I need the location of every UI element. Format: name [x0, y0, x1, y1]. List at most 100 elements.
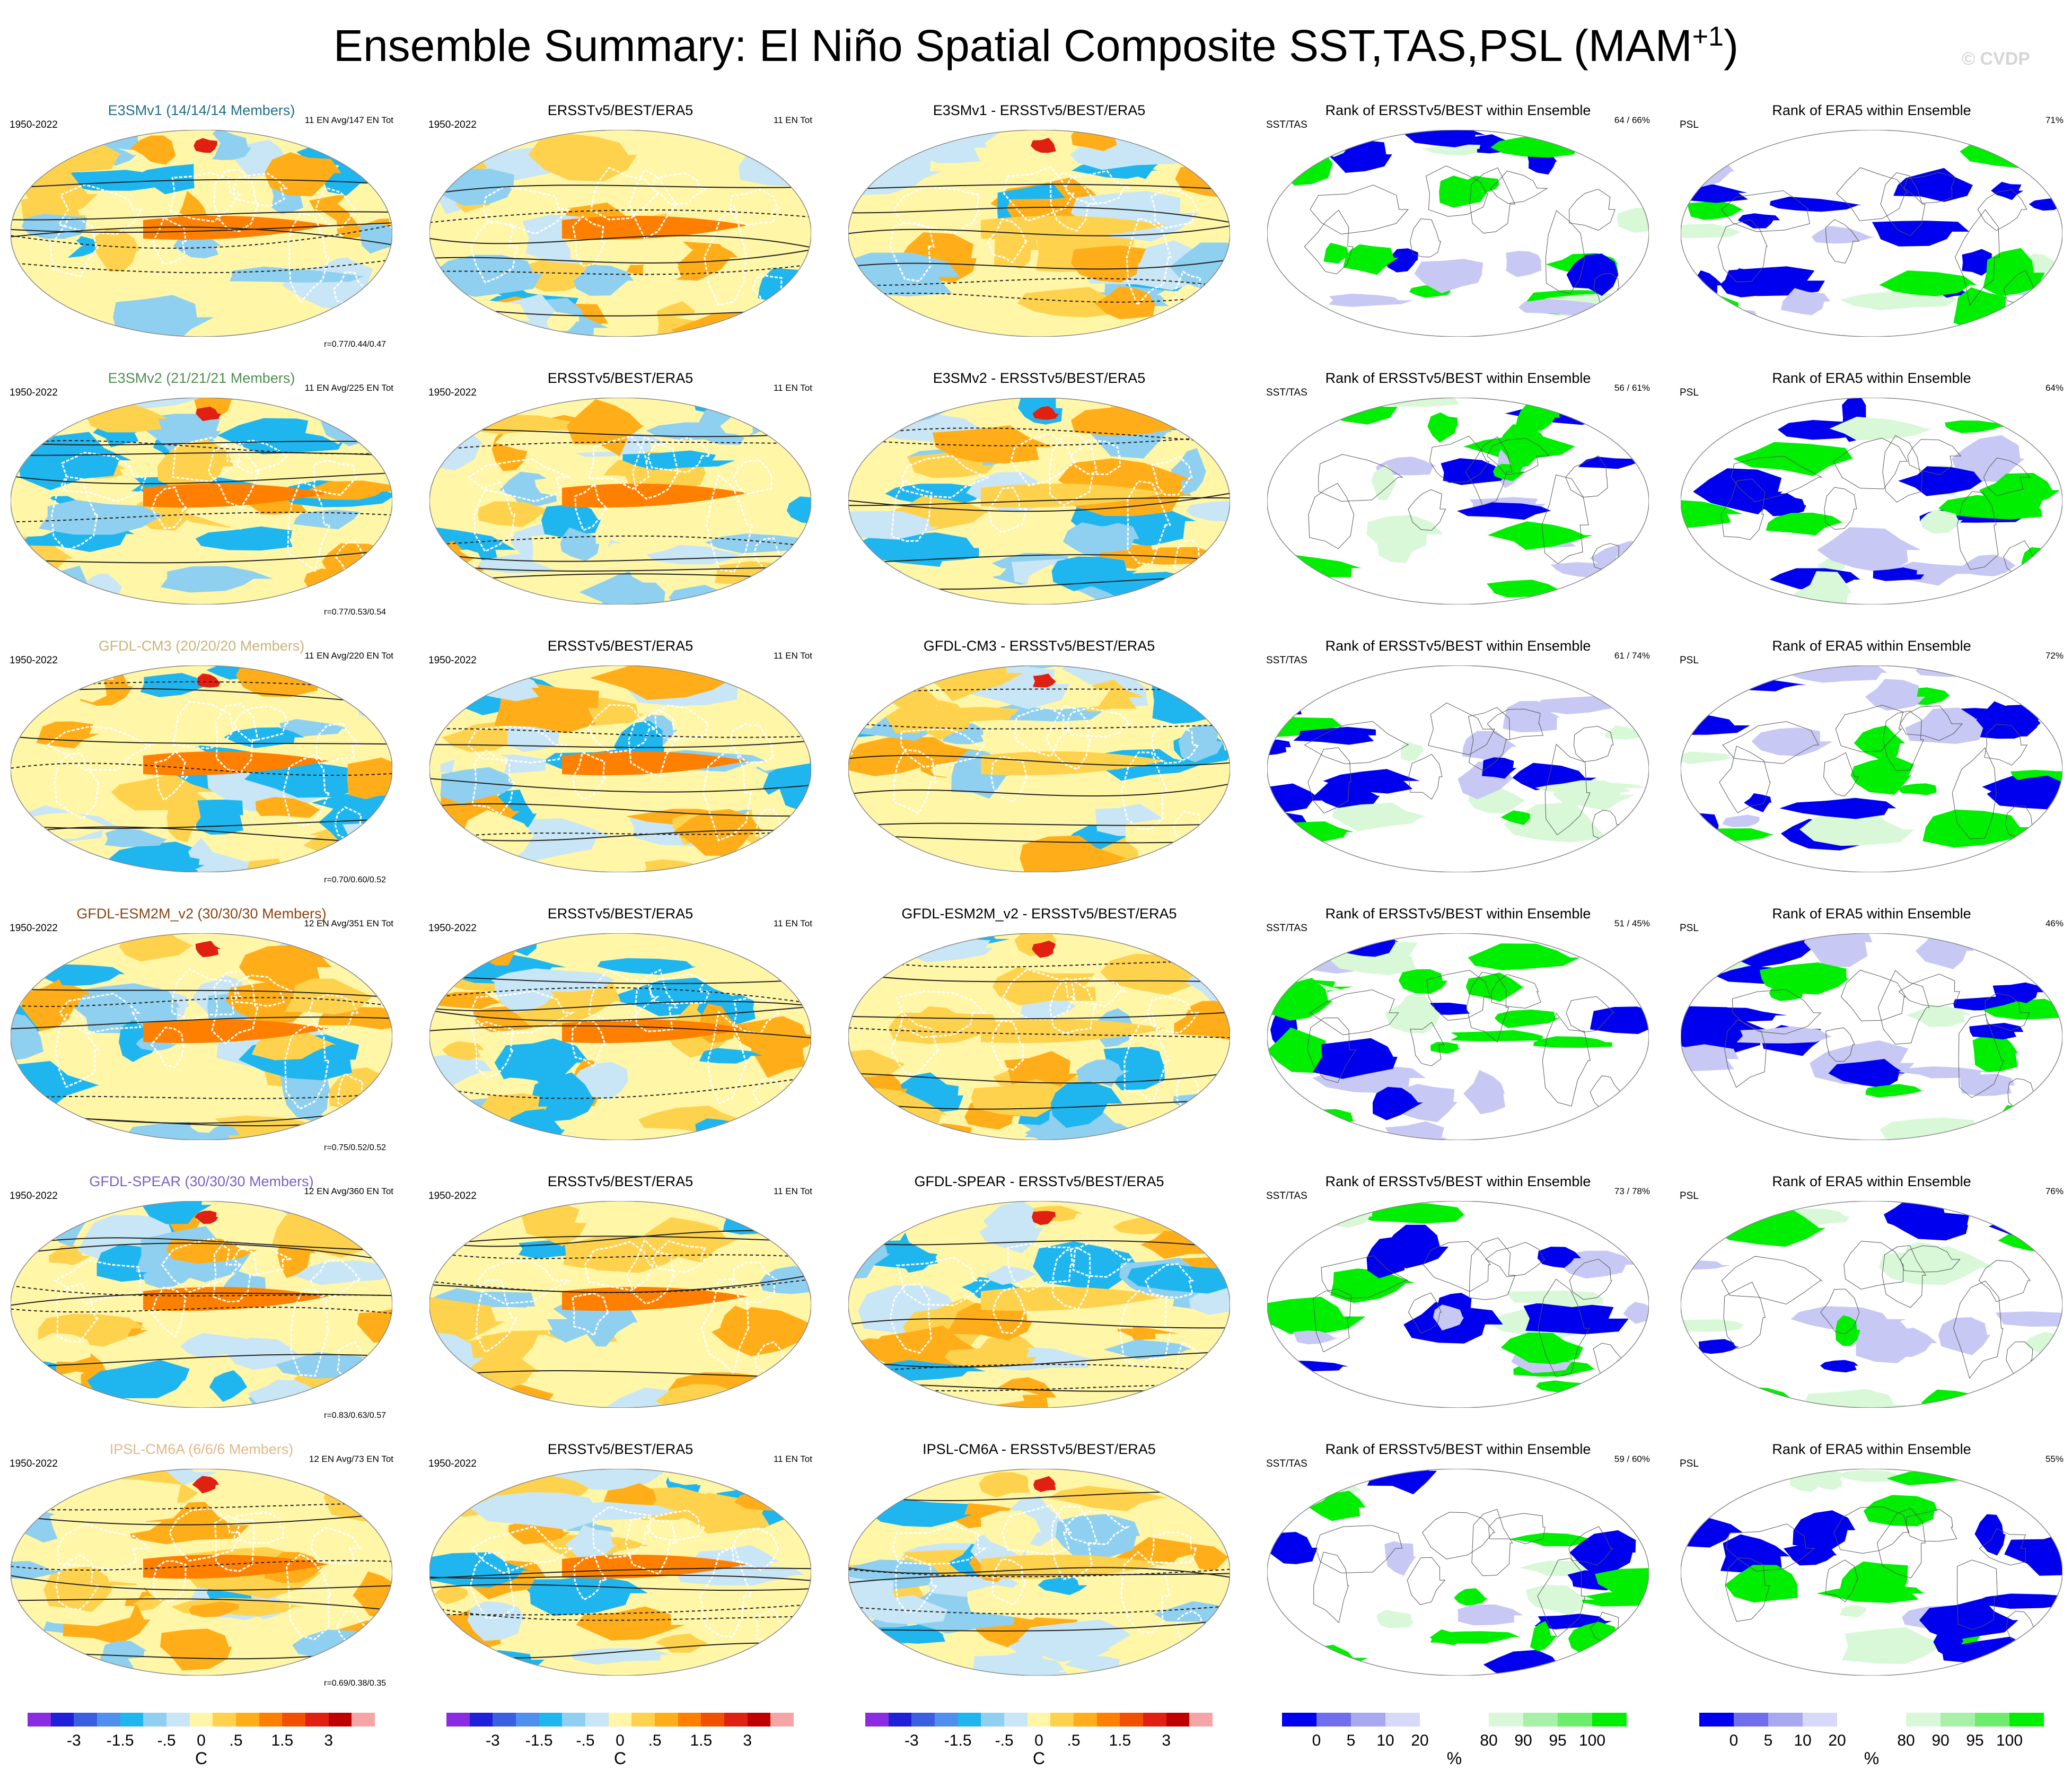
- positive-anomaly-region: [1017, 287, 1119, 318]
- negative-anomaly-region: [280, 1070, 331, 1122]
- rank-region: [1328, 293, 1413, 307]
- robinson-map: [1267, 665, 1649, 872]
- coastline-outline: [1408, 1292, 1442, 1334]
- negative-anomaly-region: [209, 1370, 248, 1402]
- page-title: Ensemble Summary: El Niño Spatial Compos…: [333, 21, 1739, 71]
- colorbar-swatch: [1096, 1713, 1120, 1727]
- colorbar-swatch: [74, 1713, 97, 1727]
- colorbar-swatch: [1699, 1713, 1734, 1727]
- positive-anomaly-region: [25, 1333, 91, 1362]
- robinson-map: [1681, 933, 2062, 1140]
- panel-variable-label: PSL: [1680, 1458, 1699, 1469]
- psl-contour: [429, 1006, 811, 1022]
- coastline-outline: [1119, 1290, 1172, 1367]
- panel-event-count: 11 EN Tot: [773, 115, 812, 125]
- positive-anomaly-region: [1094, 286, 1155, 319]
- psl-contour: [848, 1619, 1230, 1632]
- panel-event-count: 12 EN Avg/73 EN Tot: [309, 1454, 393, 1464]
- robinson-map: [1267, 1201, 1649, 1408]
- rank-region: [1504, 802, 1606, 843]
- coastline-outline: [1046, 705, 1091, 770]
- rank-region: [1401, 741, 1424, 761]
- positive-anomaly-region: [429, 1296, 505, 1345]
- rank-region: [1972, 1033, 2018, 1073]
- panel-title: GFDL-SPEAR (30/30/30 Members): [89, 1173, 314, 1189]
- panel-title: GFDL-ESM2M_v2 - ERSSTv5/BEST/ERA5: [901, 906, 1177, 922]
- positive-anomaly-region: [434, 1584, 469, 1605]
- rank-region: [1751, 728, 1833, 757]
- colorbar-tick-label: -1.5: [525, 1732, 553, 1749]
- colorbar-swatch: [1351, 1713, 1385, 1727]
- negative-anomaly-region: [293, 510, 361, 530]
- psl-contour: [11, 224, 392, 249]
- panel-rank-percent: 55%: [2045, 1454, 2064, 1464]
- map-border: [11, 398, 392, 604]
- map-panel-rank-sst: Rank of ERSSTv5/BEST within Ensemble SST/…: [1257, 638, 1660, 907]
- coastline-outline: [1825, 219, 1859, 264]
- rank-region: [1904, 707, 1983, 744]
- psl-contour: [11, 452, 392, 456]
- rank-region: [1267, 739, 1291, 756]
- rank-region: [1760, 962, 1849, 995]
- negative-anomaly-region: [195, 526, 293, 551]
- map-panel-rank-psl: Rank of ERA5 within Ensemble PSL 46%: [1670, 906, 2072, 1175]
- coastline-outline: [1882, 435, 1923, 503]
- panel-title: ERSSTv5/BEST/ERA5: [547, 906, 693, 922]
- coastline-outline: [470, 1525, 574, 1574]
- coastline-outline: [1882, 1245, 1927, 1308]
- psl-contour: [429, 740, 811, 748]
- colorbar-swatch: [608, 1713, 632, 1727]
- colorbar-tick-label: 1.5: [271, 1732, 294, 1749]
- rank-region: [1915, 665, 2010, 677]
- coastline-outline: [573, 1555, 608, 1601]
- map-border: [11, 1469, 392, 1676]
- negative-anomaly-region: [1025, 1107, 1142, 1140]
- psl-contour: [848, 1240, 1230, 1249]
- coastline-outline: [1537, 1558, 1586, 1638]
- rank-region: [1840, 1605, 1867, 1618]
- coastline-outline: [592, 1505, 652, 1559]
- arctic-hotspot: [1032, 673, 1057, 688]
- coastline-outline: [1984, 724, 2028, 766]
- panel-period: 1950-2022: [428, 119, 477, 130]
- robinson-map: [429, 933, 811, 1140]
- psl-contour: [429, 1584, 811, 1591]
- robinson-map: [1267, 933, 1649, 1140]
- coastline-outline: [1176, 1341, 1206, 1380]
- coastline-outline: [1147, 996, 1200, 1034]
- panel-rank-percent: 64%: [2045, 383, 2064, 393]
- negative-anomaly-region: [160, 566, 274, 593]
- panel-period: 1950-2022: [10, 655, 58, 666]
- panel-title: IPSL-CM6A (6/6/6 Members): [109, 1441, 294, 1457]
- negative-anomaly-region: [180, 1333, 252, 1359]
- rank-region: [1537, 1247, 1582, 1268]
- psl-contour: [429, 1001, 811, 1012]
- coastline-outline: [1408, 489, 1446, 531]
- colorbar-swatches: [865, 1713, 1213, 1727]
- colorbar-swatch: [1837, 1713, 1872, 1727]
- negative-anomaly-region: [699, 1048, 763, 1064]
- map-panel-obs: ERSSTv5/BEST/ERA5 1950-2022 11 EN Tot: [419, 638, 822, 907]
- negative-anomaly-region: [739, 148, 811, 187]
- coastline-outline: [1731, 455, 1822, 503]
- rank-region: [1722, 814, 1760, 827]
- panel-title: E3SMv2 (21/21/21 Members): [108, 370, 295, 386]
- map-border: [1267, 1469, 1649, 1676]
- robinson-map: [1681, 130, 2062, 337]
- coastline-outline: [1471, 1509, 1513, 1576]
- negative-anomaly-region: [11, 130, 95, 145]
- coastline-outline: [987, 486, 1028, 533]
- positive-anomaly-region: [429, 720, 470, 768]
- panel-period: 1950-2022: [10, 923, 58, 934]
- rank-region: [1588, 1376, 1640, 1405]
- coastline-outline: [1308, 483, 1355, 549]
- map-panel-obs: ERSSTv5/BEST/ERA5 1950-2022 11 EN Tot: [419, 370, 822, 639]
- positive-anomaly-region: [848, 1049, 906, 1077]
- rank-region: [1267, 1474, 1326, 1499]
- rank-region: [1371, 464, 1397, 500]
- colorbar-swatch: [1027, 1713, 1051, 1727]
- coastline-outline: [728, 188, 779, 226]
- rank-region: [1803, 1389, 1907, 1408]
- coastline-outline: [900, 728, 986, 768]
- colorbar-swatches: [1699, 1713, 2044, 1727]
